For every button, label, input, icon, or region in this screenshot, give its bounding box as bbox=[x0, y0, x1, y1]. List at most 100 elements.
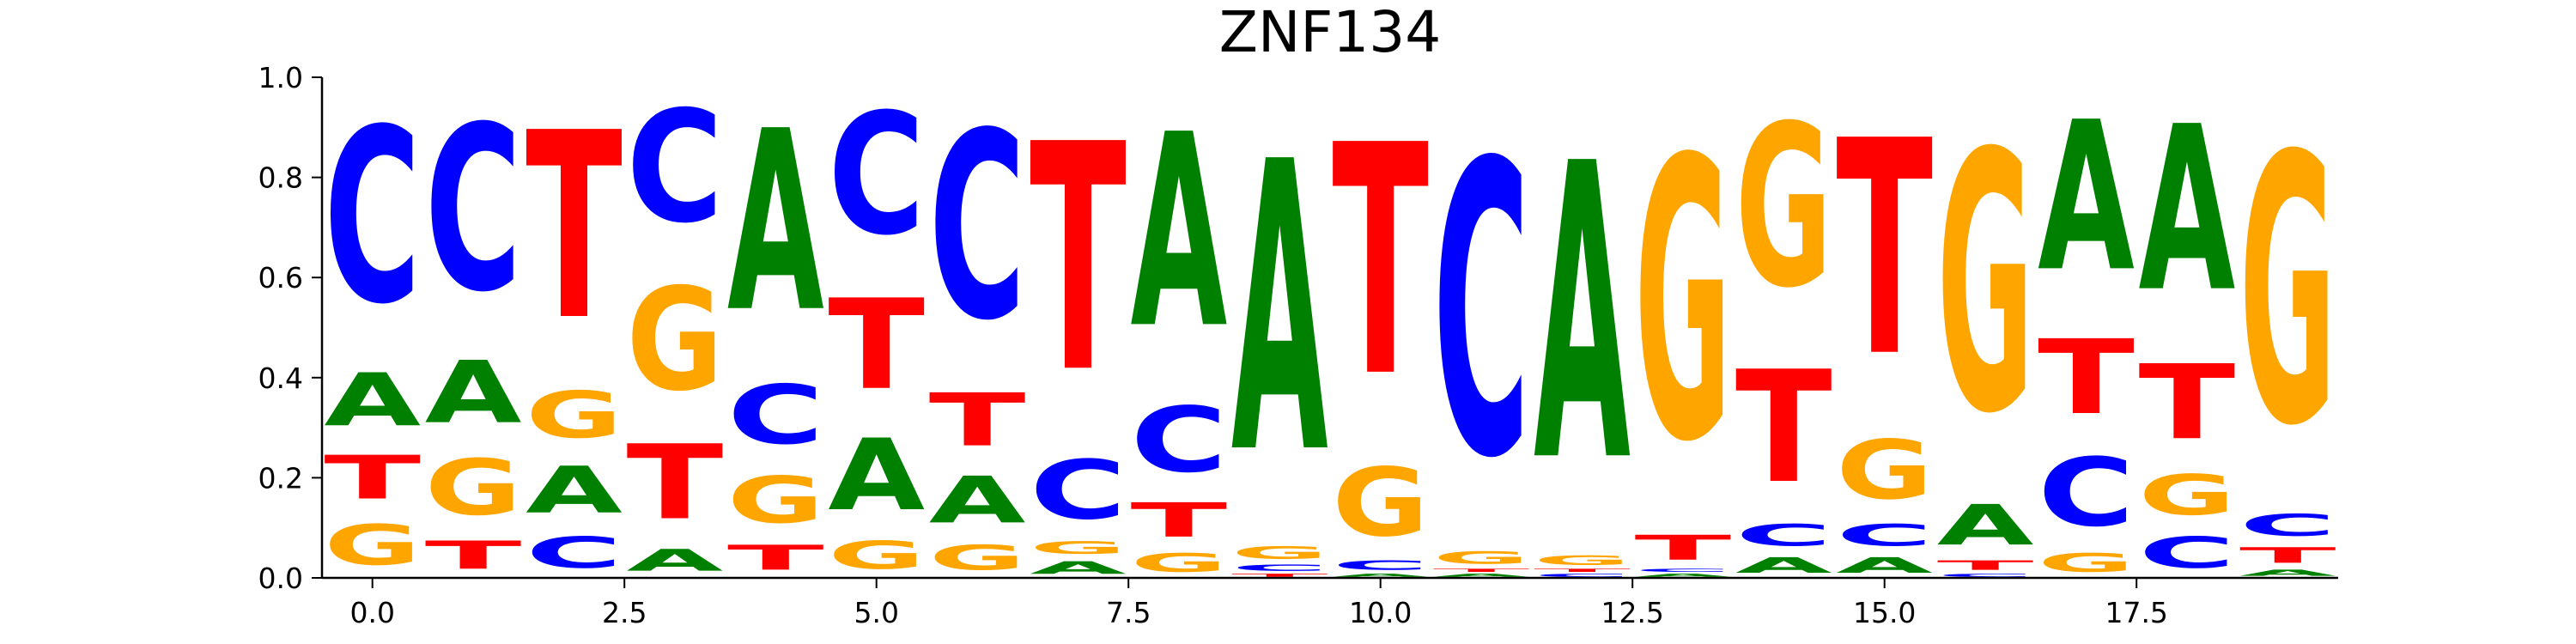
logo-letter-c: C bbox=[1332, 558, 1429, 573]
x-tick-label: 0.0 bbox=[349, 596, 394, 629]
logo-letter-c: C bbox=[425, 77, 522, 342]
logo-letter-a: A bbox=[1433, 573, 1530, 578]
logo-letter-c: C bbox=[2239, 508, 2336, 543]
logo-letter-g: G bbox=[1433, 548, 1530, 568]
logo-letter-g: G bbox=[929, 538, 1026, 578]
logo-letter-a: A bbox=[2038, 77, 2135, 317]
y-tick-label: 0.8 bbox=[258, 161, 303, 195]
logo-letter-c: C bbox=[1030, 444, 1127, 538]
logo-letter-t: T bbox=[2139, 343, 2236, 463]
logo-letter-t: T bbox=[1534, 568, 1631, 573]
logo-letter-a: A bbox=[324, 358, 421, 443]
x-tick-label: 2.5 bbox=[602, 596, 647, 629]
logo-letter-c: C bbox=[1534, 573, 1631, 578]
logo-letter-c: C bbox=[1231, 563, 1328, 574]
logo-letter-c: C bbox=[526, 528, 623, 578]
logo-letter-a: A bbox=[727, 78, 824, 367]
logo-letter-g: G bbox=[526, 378, 623, 453]
logo-letters: GTACTGACCAGTATGCTGCAGATCGATCAGCTGTCATCGA… bbox=[324, 77, 2336, 578]
logo-letter-g: G bbox=[828, 533, 925, 578]
logo-letter-a: A bbox=[526, 453, 623, 528]
y-tick-label: 0.2 bbox=[258, 461, 303, 495]
logo-letter-g: G bbox=[1735, 78, 1832, 337]
logo-letter-g: G bbox=[425, 443, 522, 532]
logo-letter-g: G bbox=[1332, 449, 1429, 558]
logo-letter-c: C bbox=[1937, 573, 2034, 578]
logo-letter-t: T bbox=[1937, 558, 2034, 573]
logo-letter-c: C bbox=[2139, 528, 2236, 578]
logo-letter-t: T bbox=[425, 533, 522, 578]
logo-letter-c: C bbox=[1433, 79, 1530, 548]
logo-letter-t: T bbox=[1433, 568, 1530, 573]
logo-letter-t: T bbox=[828, 273, 925, 418]
y-tick-label: 0.6 bbox=[258, 261, 303, 295]
logo-letter-g: G bbox=[324, 513, 421, 578]
logo-letter-t: T bbox=[526, 78, 623, 377]
logo-letter-c: C bbox=[828, 78, 925, 272]
logo-letter-g: G bbox=[1131, 548, 1228, 578]
logo-letter-t: T bbox=[627, 423, 724, 543]
logo-letter-g: G bbox=[727, 463, 824, 538]
logo-letter-c: C bbox=[324, 79, 421, 358]
x-tick-label: 7.5 bbox=[1106, 596, 1151, 629]
logo-letter-c: C bbox=[1836, 519, 1933, 553]
chart-title: ZNF134 bbox=[1219, 0, 1442, 65]
x-tick-label: 5.0 bbox=[854, 596, 898, 629]
logo-letter-g: G bbox=[1534, 553, 1631, 568]
logo-letter-g: G bbox=[2038, 548, 2135, 578]
logo-letter-c: C bbox=[2038, 439, 2135, 548]
logo-letter-t: T bbox=[1735, 338, 1832, 518]
logo-letter-a: A bbox=[1534, 78, 1631, 552]
logo-letter-t: T bbox=[1231, 573, 1328, 578]
y-tick-label: 1.0 bbox=[258, 61, 303, 94]
logo-letter-t: T bbox=[2239, 543, 2336, 568]
logo-letter-t: T bbox=[929, 378, 1026, 463]
logo-letter-g: G bbox=[1635, 79, 1732, 527]
logo-letter-a: A bbox=[2239, 568, 2336, 578]
logo-letter-t: T bbox=[324, 443, 421, 513]
logo-letter-a: A bbox=[627, 543, 724, 578]
logo-letter-t: T bbox=[1030, 78, 1127, 442]
logo-letter-g: G bbox=[627, 258, 724, 422]
logo-letter-t: T bbox=[2038, 319, 2135, 438]
logo-letter-a: A bbox=[425, 343, 522, 443]
logo-letter-t: T bbox=[1332, 79, 1430, 447]
logo-letter-g: G bbox=[1937, 78, 2034, 492]
y-ticks: 0.0 0.2 0.4 0.6 0.8 1.0 bbox=[258, 61, 322, 595]
logo-letter-t: T bbox=[1836, 78, 1934, 422]
logo-letter-a: A bbox=[1030, 558, 1127, 578]
y-tick-label: 0.4 bbox=[258, 361, 303, 395]
logo-letter-g: G bbox=[1231, 543, 1328, 562]
logo-letter-c: C bbox=[1635, 568, 1732, 573]
x-ticks: 0.0 2.5 5.0 7.5 10.0 12.5 15.0 17.5 bbox=[349, 578, 2168, 629]
logo-letter-a: A bbox=[1332, 573, 1429, 578]
logo-letter-t: T bbox=[1635, 528, 1732, 568]
logo-letter-c: C bbox=[1131, 388, 1228, 493]
logo-letter-a: A bbox=[828, 417, 925, 532]
x-tick-label: 10.0 bbox=[1349, 596, 1412, 629]
axes bbox=[320, 77, 2338, 580]
x-tick-label: 15.0 bbox=[1853, 596, 1916, 629]
logo-letter-a: A bbox=[1937, 493, 2034, 558]
x-tick-label: 17.5 bbox=[2105, 596, 2167, 629]
logo-letter-c: C bbox=[929, 78, 1026, 377]
logo-letter-a: A bbox=[1131, 78, 1228, 386]
logo-letter-g: G bbox=[1030, 538, 1127, 558]
logo-letter-c: C bbox=[727, 368, 824, 463]
logo-letter-a: A bbox=[2139, 79, 2236, 343]
logo-letter-a: A bbox=[1231, 79, 1329, 543]
logo-letter-a: A bbox=[1635, 573, 1732, 578]
logo-letter-g: G bbox=[2139, 463, 2236, 527]
logo-letter-a: A bbox=[929, 464, 1026, 538]
y-tick-label: 0.0 bbox=[258, 562, 303, 595]
logo-letter-a: A bbox=[1836, 553, 1933, 578]
x-tick-label: 12.5 bbox=[1601, 596, 1663, 629]
logo-letter-g: G bbox=[2239, 80, 2336, 507]
logo-letter-t: T bbox=[727, 538, 824, 578]
logo-letter-c: C bbox=[1735, 519, 1832, 553]
logo-letter-a: A bbox=[1735, 553, 1832, 578]
logo-letter-c: C bbox=[627, 78, 724, 257]
logo-letter-g: G bbox=[1836, 423, 1933, 518]
logo-letter-t: T bbox=[1131, 494, 1228, 549]
